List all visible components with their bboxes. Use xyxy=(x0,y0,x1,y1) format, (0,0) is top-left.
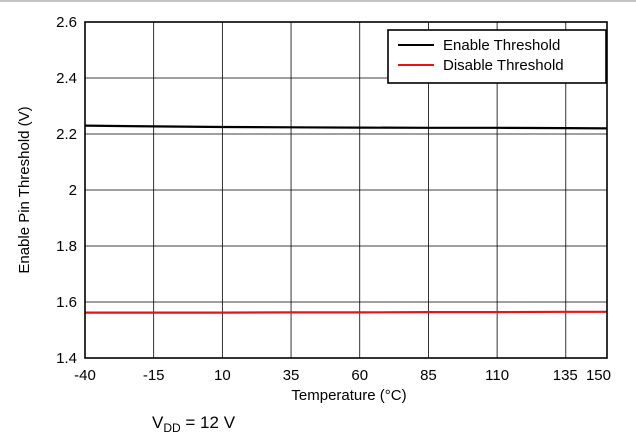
x-axis-label: Temperature (°C) xyxy=(291,387,406,404)
x-tick-label-2: 10 xyxy=(214,367,231,384)
y-tick-label-4: 2.2 xyxy=(56,126,77,143)
legend: Enable Threshold Disable Threshold xyxy=(387,29,607,84)
series-group xyxy=(84,124,608,314)
y-tick-label-3: 2 xyxy=(69,182,77,199)
y-tick-labels: 1.4 1.6 1.8 2 2.2 2.4 2.6 xyxy=(56,14,77,367)
y-tick-label-1: 1.6 xyxy=(56,294,77,311)
x-tick-label-1: -15 xyxy=(143,367,165,384)
y-axis-label: Enable Pin Threshold (V) xyxy=(16,106,33,273)
x-tick-label-0: -40 xyxy=(74,367,96,384)
y-tick-label-6: 2.6 xyxy=(56,14,77,31)
x-tick-label-5: 85 xyxy=(420,367,437,384)
y-tick-label-0: 1.4 xyxy=(56,350,77,367)
legend-box xyxy=(387,29,607,84)
y-tick-label-5: 2.4 xyxy=(56,70,77,87)
y-tick-label-2: 1.8 xyxy=(56,238,77,255)
series-disable-threshold xyxy=(85,310,607,314)
x-tick-label-3: 35 xyxy=(283,367,300,384)
x-tick-labels: -40 -15 10 35 60 85 110 135 150 xyxy=(74,367,611,384)
legend-label-enable: Enable Threshold xyxy=(443,37,560,54)
note-prefix: V xyxy=(152,413,164,432)
series-enable-threshold xyxy=(84,124,608,130)
x-tick-label-4: 60 xyxy=(351,367,368,384)
note-subscript: DD xyxy=(163,421,181,435)
plot-frame xyxy=(84,21,608,359)
x-tick-label-6: 110 xyxy=(485,367,509,384)
x-tick-label-7: 135 xyxy=(553,367,578,384)
supply-voltage-note: VDD = 12 V xyxy=(152,413,236,435)
x-tick-label-8: 150 xyxy=(586,367,611,384)
legend-label-disable: Disable Threshold xyxy=(443,57,564,74)
note-suffix: = 12 V xyxy=(181,413,236,432)
